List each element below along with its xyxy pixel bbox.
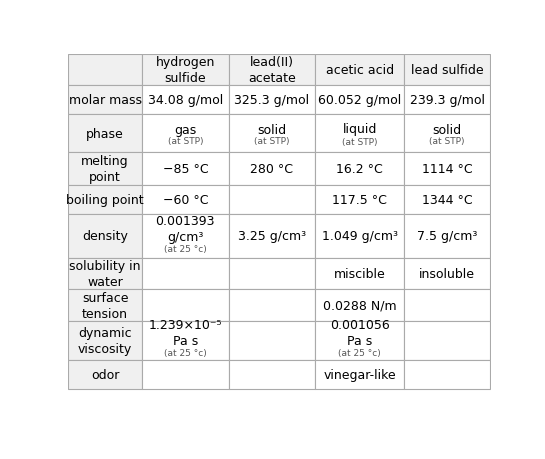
- Bar: [315, 322, 404, 360]
- Text: hydrogen
sulfide: hydrogen sulfide: [156, 56, 215, 85]
- Bar: [142, 152, 229, 186]
- Text: (at STP): (at STP): [342, 138, 377, 147]
- Bar: [315, 258, 404, 290]
- Bar: [68, 290, 142, 322]
- Text: (at STP): (at STP): [429, 136, 465, 146]
- Text: 7.5 g/cm³: 7.5 g/cm³: [417, 230, 477, 243]
- Text: 3.25 g/cm³: 3.25 g/cm³: [238, 230, 306, 243]
- Text: 60.052 g/mol: 60.052 g/mol: [318, 94, 401, 107]
- Bar: [404, 258, 490, 290]
- Text: lead(II)
acetate: lead(II) acetate: [248, 56, 296, 85]
- Text: 1.239×10⁻⁵
Pa s: 1.239×10⁻⁵ Pa s: [149, 319, 222, 348]
- Text: 0.0288 N/m: 0.0288 N/m: [323, 299, 396, 312]
- Text: 0.001056
Pa s: 0.001056 Pa s: [330, 319, 390, 348]
- Bar: [315, 215, 404, 258]
- Text: dynamic
viscosity: dynamic viscosity: [78, 326, 132, 355]
- Text: boiling point: boiling point: [66, 194, 144, 207]
- Text: vinegar-like: vinegar-like: [323, 369, 396, 381]
- Text: (at 25 °c): (at 25 °c): [338, 348, 381, 357]
- Bar: [315, 290, 404, 322]
- Text: miscible: miscible: [334, 267, 385, 280]
- Text: 1114 °C: 1114 °C: [422, 162, 473, 175]
- Text: odor: odor: [91, 369, 119, 381]
- Bar: [229, 152, 315, 186]
- Text: (at STP): (at STP): [167, 136, 203, 146]
- Bar: [404, 360, 490, 389]
- Text: surface
tension: surface tension: [82, 291, 128, 320]
- Text: melting
point: melting point: [81, 155, 129, 184]
- Bar: [229, 186, 315, 215]
- Text: 325.3 g/mol: 325.3 g/mol: [234, 94, 310, 107]
- Text: density: density: [82, 230, 128, 243]
- Text: (at STP): (at STP): [254, 136, 290, 146]
- Bar: [229, 360, 315, 389]
- Bar: [229, 86, 315, 115]
- Bar: [404, 86, 490, 115]
- Bar: [229, 55, 315, 86]
- Text: 34.08 g/mol: 34.08 g/mol: [148, 94, 223, 107]
- Bar: [142, 215, 229, 258]
- Bar: [68, 215, 142, 258]
- Bar: [68, 152, 142, 186]
- Bar: [315, 55, 404, 86]
- Text: solubility in
water: solubility in water: [69, 259, 141, 288]
- Bar: [404, 152, 490, 186]
- Text: liquid: liquid: [342, 122, 377, 135]
- Text: 1344 °C: 1344 °C: [422, 194, 473, 207]
- Text: −60 °C: −60 °C: [162, 194, 208, 207]
- Bar: [229, 290, 315, 322]
- Bar: [404, 322, 490, 360]
- Bar: [315, 115, 404, 152]
- Bar: [142, 258, 229, 290]
- Bar: [315, 360, 404, 389]
- Bar: [142, 322, 229, 360]
- Bar: [404, 186, 490, 215]
- Bar: [68, 186, 142, 215]
- Bar: [68, 258, 142, 290]
- Text: lead sulfide: lead sulfide: [411, 64, 483, 77]
- Bar: [68, 86, 142, 115]
- Text: gas: gas: [174, 123, 196, 137]
- Text: 1.049 g/cm³: 1.049 g/cm³: [322, 230, 397, 243]
- Bar: [142, 86, 229, 115]
- Bar: [68, 115, 142, 152]
- Text: (at 25 °c): (at 25 °c): [164, 244, 207, 253]
- Bar: [229, 258, 315, 290]
- Bar: [229, 322, 315, 360]
- Bar: [229, 215, 315, 258]
- Bar: [404, 290, 490, 322]
- Bar: [404, 55, 490, 86]
- Bar: [68, 322, 142, 360]
- Bar: [142, 115, 229, 152]
- Bar: [404, 215, 490, 258]
- Text: 280 °C: 280 °C: [250, 162, 293, 175]
- Text: solid: solid: [257, 123, 287, 137]
- Text: 239.3 g/mol: 239.3 g/mol: [410, 94, 485, 107]
- Bar: [229, 115, 315, 152]
- Bar: [404, 115, 490, 152]
- Text: molar mass: molar mass: [69, 94, 142, 107]
- Bar: [142, 55, 229, 86]
- Text: −85 °C: −85 °C: [162, 162, 208, 175]
- Bar: [68, 55, 142, 86]
- Bar: [68, 360, 142, 389]
- Bar: [142, 360, 229, 389]
- Text: acetic acid: acetic acid: [325, 64, 393, 77]
- Text: 16.2 °C: 16.2 °C: [336, 162, 383, 175]
- Bar: [315, 86, 404, 115]
- Bar: [142, 290, 229, 322]
- Text: insoluble: insoluble: [419, 267, 475, 280]
- Bar: [315, 186, 404, 215]
- Text: (at 25 °c): (at 25 °c): [164, 348, 207, 357]
- Text: phase: phase: [86, 127, 124, 140]
- Bar: [315, 152, 404, 186]
- Text: 0.001393
g/cm³: 0.001393 g/cm³: [155, 215, 215, 244]
- Text: 117.5 °C: 117.5 °C: [332, 194, 387, 207]
- Text: solid: solid: [433, 123, 462, 137]
- Bar: [142, 186, 229, 215]
